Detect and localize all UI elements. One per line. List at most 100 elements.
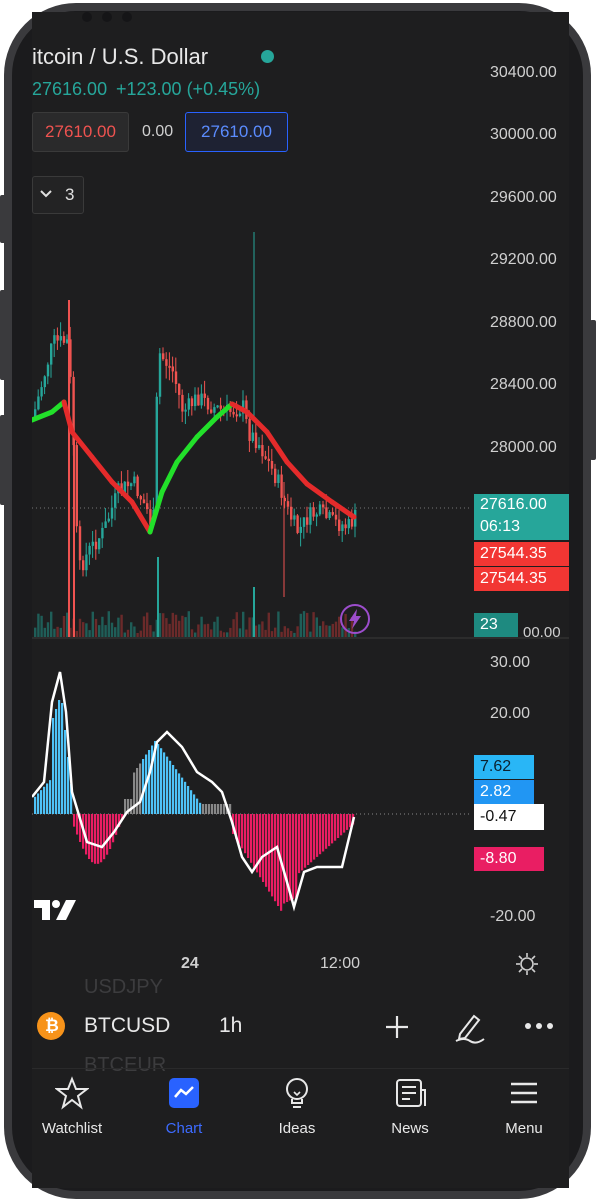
macd-histogram-bar: [235, 814, 238, 839]
candle-body: [213, 407, 216, 413]
volume-bar: [174, 614, 178, 637]
histogram-tag: -8.80: [474, 847, 544, 871]
candle-body: [168, 365, 171, 368]
volume-bar: [226, 632, 229, 637]
volume-bar: [245, 629, 248, 637]
volume-bar: [53, 628, 56, 637]
symbol-button[interactable]: BTCUSD: [84, 1014, 171, 1037]
macd-histogram-bar: [124, 799, 127, 814]
candle-body: [62, 336, 66, 343]
volume-bar: [50, 611, 53, 637]
macd-histogram-bar: [214, 804, 217, 814]
chart-icon: [169, 1078, 199, 1108]
interval-button[interactable]: 1h: [219, 1014, 243, 1037]
macd-histogram-bar: [286, 814, 289, 902]
volume-bar: [78, 618, 82, 637]
macd-histogram-bar: [103, 814, 106, 860]
candle-body: [78, 526, 82, 561]
tradingview-logo-icon[interactable]: [32, 898, 78, 922]
more-options-icon[interactable]: [524, 1022, 554, 1030]
macd-histogram-bar: [172, 765, 175, 814]
candle-body: [120, 483, 123, 493]
volume-bar: [85, 623, 88, 637]
candle-body: [315, 514, 318, 517]
macd-histogram-bar: [157, 744, 160, 814]
tab-news[interactable]: News: [370, 1076, 450, 1137]
candle-body: [194, 394, 197, 407]
macd-histogram-bar: [136, 768, 139, 814]
candle-body: [178, 384, 181, 395]
buy-button[interactable]: 27610.00: [185, 112, 288, 152]
volume-bar: [104, 625, 107, 637]
volume-bar: [40, 615, 43, 637]
volume-bar: [261, 621, 264, 637]
time-axis-label: 12:00: [320, 955, 361, 972]
macd-histogram-bar: [292, 814, 295, 899]
macd-histogram-bar: [76, 814, 79, 835]
macd-histogram-bar: [112, 814, 115, 843]
macd-histogram-bar: [187, 786, 190, 814]
price-axis-label: 28000.00: [490, 439, 557, 456]
candle-body: [318, 504, 322, 515]
candle-body: [286, 501, 290, 507]
tab-ideas[interactable]: Ideas: [257, 1076, 337, 1137]
macd-histogram-bar: [277, 814, 280, 906]
volume-bar: [267, 612, 270, 637]
volume-bar: [248, 617, 251, 637]
volume-bar: [37, 613, 40, 637]
volume-bar: [264, 629, 267, 637]
ma-segment: [159, 459, 180, 495]
candle-body: [110, 507, 114, 519]
price-chart[interactable]: [32, 12, 569, 972]
macd-histogram-bar: [43, 786, 46, 814]
ma-segment: [304, 481, 335, 505]
symbol-title[interactable]: itcoin / U.S. Dollar: [32, 44, 209, 69]
star-icon: [54, 1076, 90, 1110]
candle-body: [293, 515, 296, 520]
drawing-pen-icon[interactable]: [452, 1010, 486, 1044]
tab-chart[interactable]: Chart: [144, 1076, 224, 1137]
volume-bar: [229, 627, 232, 637]
macd-histogram-bar: [85, 814, 88, 855]
volume-bar: [277, 611, 280, 637]
sell-button[interactable]: 27610.00: [32, 112, 129, 152]
tab-menu[interactable]: Menu: [484, 1076, 564, 1137]
macd-histogram-bar: [325, 814, 328, 849]
candle-body: [312, 507, 315, 517]
macd-histogram-bar: [217, 804, 220, 814]
candle-body: [210, 409, 213, 413]
ma-segment: [32, 409, 55, 423]
volume-bar: [120, 614, 123, 637]
candle-body: [158, 353, 162, 397]
indicators-toggle[interactable]: 3: [32, 176, 84, 214]
candle-body: [347, 519, 350, 529]
candle-body: [98, 538, 101, 550]
side-button: [0, 415, 6, 505]
macd-axis-label: 30.00: [490, 654, 531, 671]
candle-body: [264, 456, 267, 459]
side-button: [590, 320, 596, 460]
candle-body: [299, 526, 302, 533]
volume-bar: [235, 612, 238, 637]
signal-tag: 2.82: [474, 780, 534, 804]
ma-segment: [194, 414, 220, 440]
macd-histogram-bar: [166, 756, 169, 814]
chart-screen: itcoin / U.S. Dollar 27616.00 +123.00 (+…: [32, 12, 569, 1188]
macd-histogram-bar: [304, 814, 307, 868]
settings-gear-icon[interactable]: [515, 952, 539, 976]
volume-bar: [142, 616, 146, 637]
plus-icon[interactable]: [384, 1014, 410, 1040]
lightning-icon[interactable]: [339, 603, 371, 635]
macd-histogram-bar: [283, 814, 286, 904]
candle-body: [331, 512, 334, 515]
volume-bar: [338, 616, 341, 637]
candle-body: [338, 519, 341, 532]
volume-bar: [62, 615, 66, 637]
candle-body: [283, 497, 286, 502]
tab-watchlist[interactable]: Watchlist: [32, 1076, 112, 1137]
volume-bar: [286, 628, 290, 637]
candle-body: [72, 376, 75, 446]
ghost-symbol-above: USDJPY: [84, 976, 163, 998]
candle-body: [53, 335, 56, 344]
macd-histogram-bar: [259, 814, 262, 878]
